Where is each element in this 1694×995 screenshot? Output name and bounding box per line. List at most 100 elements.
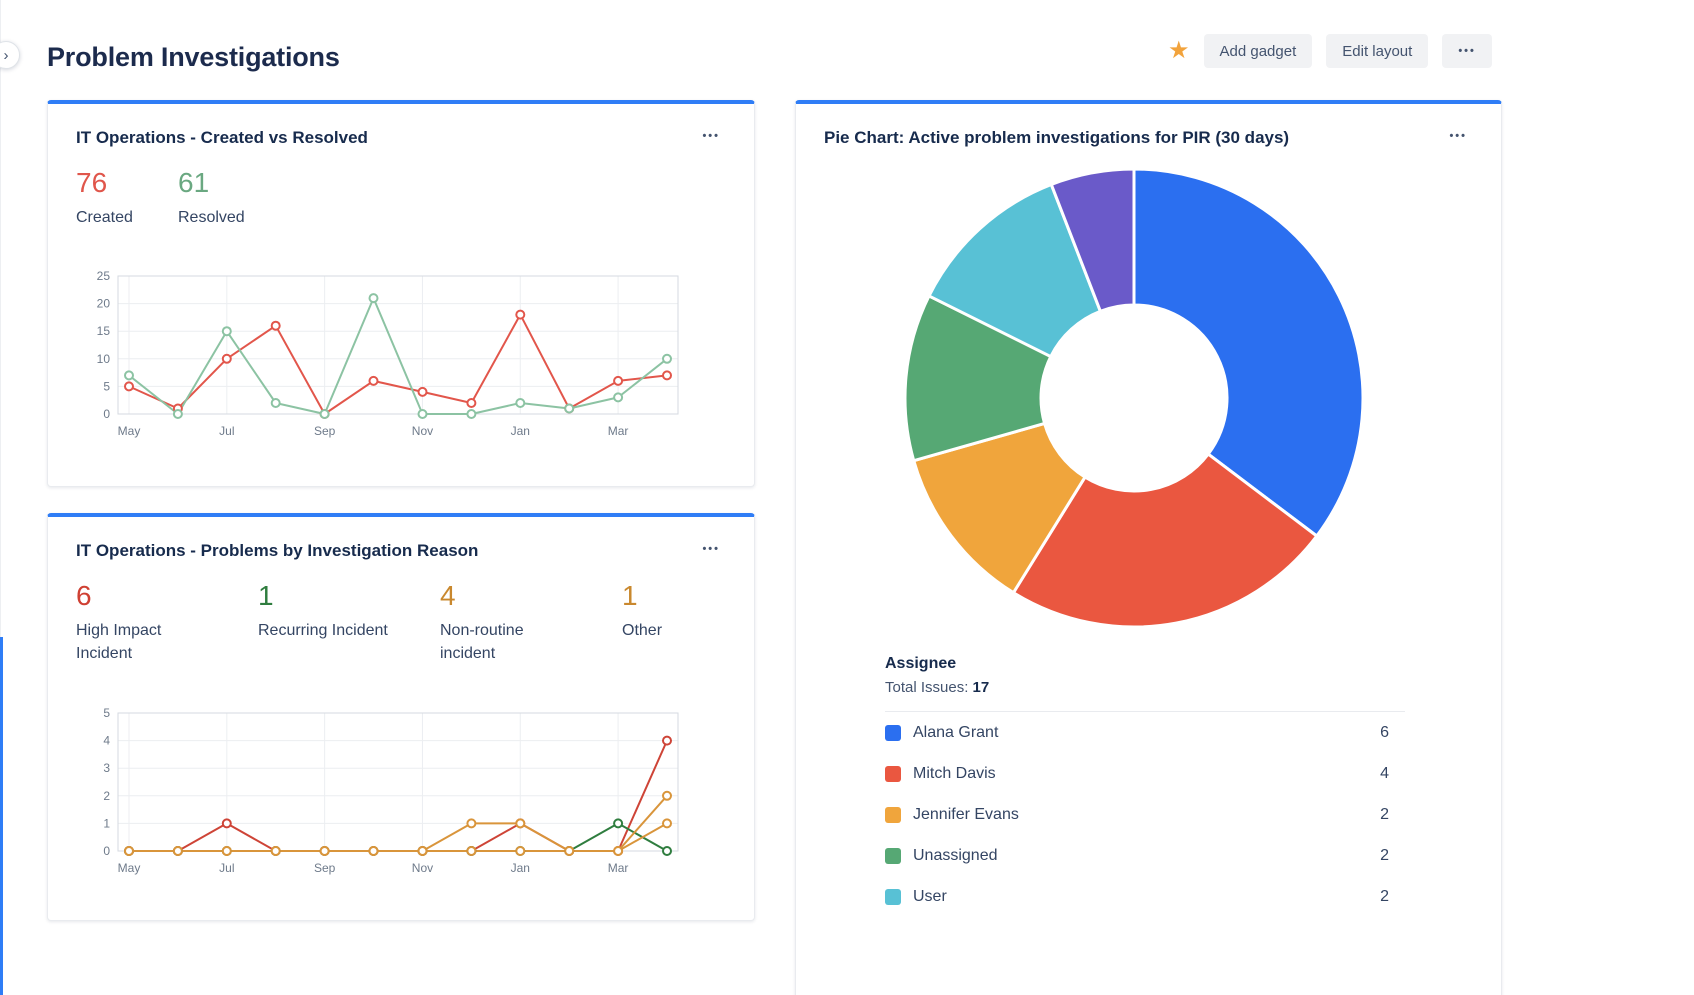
recurring-count: 1 (258, 580, 274, 611)
gadget-title: IT Operations - Created vs Resolved (76, 128, 368, 147)
expand-sidebar-button[interactable]: › (0, 41, 20, 69)
donut-slice[interactable] (903, 294, 1053, 463)
legend-value: 2 (1380, 887, 1389, 905)
svg-text:Mar: Mar (608, 424, 629, 438)
legend-row[interactable]: Alana Grant 6 (885, 712, 1405, 753)
gadget-investigation-reason: IT Operations - Problems by Investigatio… (47, 513, 755, 921)
legend-value: 4 (1380, 764, 1389, 782)
legend-row[interactable]: Jennifer Evans 2 (885, 794, 1405, 835)
legend-label: User (913, 887, 947, 905)
svg-text:4: 4 (103, 734, 110, 748)
svg-text:25: 25 (97, 269, 111, 283)
stats-row: 76 Created 61 Resolved (76, 166, 245, 229)
header-actions: ★ Add gadget Edit layout ••• (1168, 34, 1492, 68)
gadget-header: IT Operations - Problems by Investigatio… (48, 517, 754, 561)
stat-other: 1 Other (622, 579, 662, 665)
gadget-pie-chart: Pie Chart: Active problem investigations… (795, 100, 1502, 995)
svg-text:Jul: Jul (219, 861, 234, 875)
svg-text:1: 1 (103, 816, 110, 830)
legend-label: Unassigned (913, 846, 998, 864)
legend-row[interactable]: Mitch Davis 4 (885, 753, 1405, 794)
gadget-title: Pie Chart: Active problem investigations… (824, 128, 1290, 147)
created-label: Created (76, 209, 133, 226)
star-icon: ★ (1168, 37, 1190, 64)
created-vs-resolved-line-chart[interactable]: 0 5 10 15 20 25 May Jul Sep Nov Jan Mar (72, 264, 692, 444)
pie-legend: Alana Grant 6 Mitch Davis 4 Jennifer Evans 2 U… (885, 712, 1405, 917)
gadget-header: Pie Chart: Active problem investigations… (796, 104, 1501, 148)
svg-text:5: 5 (103, 706, 110, 720)
recurring-label: Recurring Incident (258, 622, 388, 639)
legend-swatch (885, 888, 901, 905)
legend-swatch (885, 724, 901, 741)
resolved-label: Resolved (178, 209, 245, 226)
pie-total: Total Issues: 17 (885, 678, 1405, 697)
legend-row[interactable]: Unassigned 2 (885, 835, 1405, 876)
other-label: Other (622, 622, 663, 639)
gadget-more-button[interactable]: ••• (1449, 130, 1467, 142)
page-title: Problem Investigations (47, 42, 340, 72)
edit-layout-button[interactable]: Edit layout (1326, 34, 1429, 68)
gadget-more-button[interactable]: ••• (702, 130, 720, 142)
legend-swatch (885, 847, 901, 864)
legend-swatch (885, 765, 901, 782)
legend-row[interactable]: User 2 (885, 876, 1405, 917)
non-routine-count: 4 (440, 580, 456, 611)
svg-text:May: May (118, 424, 141, 438)
divider (885, 711, 1405, 712)
svg-text:May: May (118, 861, 141, 875)
legend-label: Alana Grant (913, 723, 999, 741)
non-routine-label: Non-routine incident (440, 622, 524, 662)
svg-text:Jan: Jan (511, 424, 530, 438)
svg-text:5: 5 (103, 379, 110, 393)
svg-text:20: 20 (97, 297, 111, 311)
svg-text:0: 0 (103, 407, 110, 421)
high-impact-label: High Impact Incident (76, 622, 162, 662)
svg-text:Sep: Sep (314, 424, 336, 438)
stat-created: 76 Created (76, 166, 178, 229)
svg-text:0: 0 (103, 844, 110, 858)
donut-slice[interactable] (1049, 167, 1136, 313)
other-count: 1 (622, 580, 638, 611)
resolved-count: 61 (178, 167, 210, 198)
add-gadget-button[interactable]: Add gadget (1203, 34, 1313, 68)
sidebar-accent-line (0, 637, 3, 995)
favorite-star-button[interactable]: ★ (1168, 39, 1190, 63)
svg-text:2: 2 (103, 789, 110, 803)
gadget-created-vs-resolved: IT Operations - Created vs Resolved ••• … (47, 100, 755, 487)
legend-label: Mitch Davis (913, 764, 996, 782)
pie-group-label: Assignee (885, 655, 957, 672)
svg-text:15: 15 (97, 324, 111, 338)
stat-non-routine: 4 Non-routine incident (440, 579, 622, 665)
gadget-more-button[interactable]: ••• (702, 543, 720, 555)
svg-text:Nov: Nov (412, 861, 433, 875)
assignee-donut-chart[interactable] (902, 166, 1366, 630)
legend-value: 6 (1380, 723, 1389, 741)
pie-total-value: 17 (972, 679, 990, 696)
donut-slice[interactable] (1011, 452, 1319, 629)
investigation-reason-line-chart[interactable]: 0 1 2 3 4 5 May Jul Sep Nov Jan Mar (72, 701, 692, 881)
dashboard-more-button[interactable]: ••• (1442, 34, 1492, 68)
svg-text:3: 3 (103, 761, 110, 775)
created-count: 76 (76, 167, 108, 198)
stat-recurring: 1 Recurring Incident (258, 579, 440, 665)
legend-value: 2 (1380, 846, 1389, 864)
svg-text:Jan: Jan (511, 861, 530, 875)
legend-value: 2 (1380, 805, 1389, 823)
stat-high-impact: 6 High Impact Incident (76, 579, 258, 665)
pie-total-label: Total Issues: (885, 679, 969, 696)
gadget-header: IT Operations - Created vs Resolved ••• (48, 104, 754, 148)
donut-slice[interactable] (912, 421, 1087, 595)
legend-label: Jennifer Evans (913, 805, 1019, 823)
chevron-right-icon: › (3, 46, 9, 64)
legend-swatch (885, 806, 901, 823)
svg-text:Mar: Mar (608, 861, 629, 875)
donut-slice[interactable] (927, 182, 1102, 359)
donut-slice[interactable] (1132, 167, 1365, 538)
sidebar-divider (0, 0, 1, 995)
stats-row: 6 High Impact Incident 1 Recurring Incid… (76, 579, 662, 665)
svg-text:Jul: Jul (219, 424, 234, 438)
gadget-title: IT Operations - Problems by Investigatio… (76, 541, 479, 560)
high-impact-count: 6 (76, 580, 92, 611)
pie-meta: Assignee Total Issues: 17 Alana Grant 6 Mi… (885, 654, 1405, 917)
